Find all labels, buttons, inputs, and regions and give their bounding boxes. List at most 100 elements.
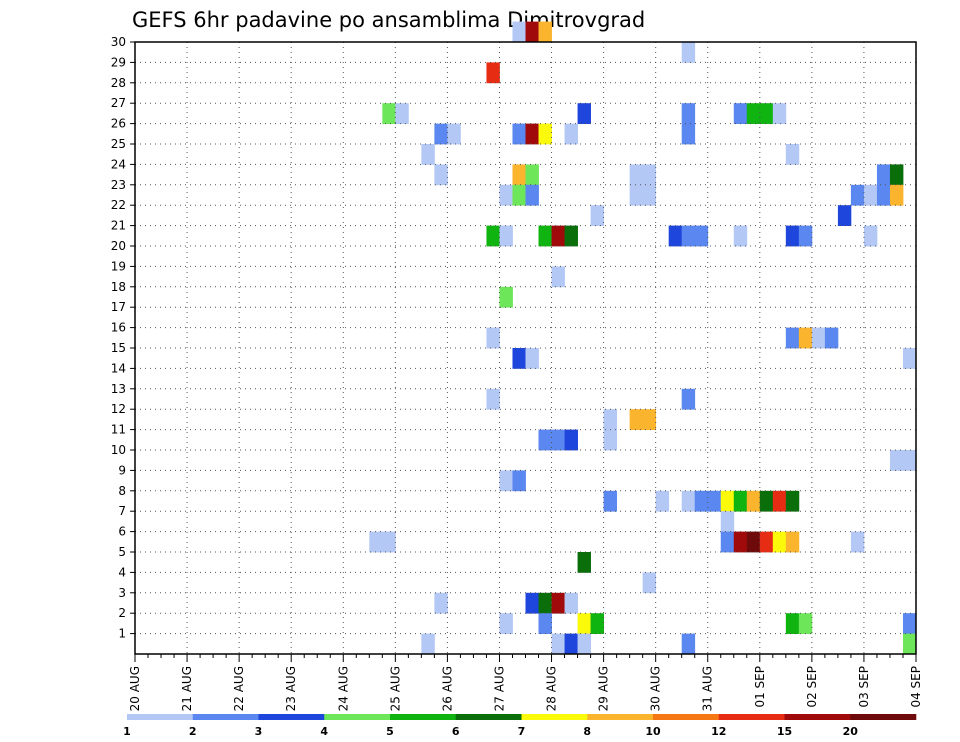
y-tick-label: 9	[118, 463, 126, 477]
heatmap-cell	[369, 531, 383, 553]
y-tick-label: 20	[111, 239, 126, 253]
heatmap-cell	[499, 613, 513, 634]
heatmap-cell	[382, 103, 396, 124]
heatmap-cell	[577, 613, 591, 634]
heatmap-cell	[512, 21, 526, 43]
heatmap-cell	[746, 103, 761, 124]
legend-label: 5	[386, 725, 394, 738]
heatmap-cell	[902, 450, 917, 471]
heatmap-cell	[785, 613, 800, 634]
heatmap-cell	[759, 103, 774, 124]
y-tick-label: 11	[111, 423, 126, 437]
heatmap-cells	[369, 21, 917, 655]
legend-swatch	[258, 714, 325, 720]
heatmap-cell	[850, 531, 865, 553]
y-tick-label: 5	[118, 545, 126, 559]
heatmap-cell	[681, 42, 696, 63]
heatmap-cell	[759, 490, 774, 512]
heatmap-cell	[382, 531, 396, 553]
x-tick-label: 29 AUG	[597, 666, 611, 711]
y-tick-label: 23	[111, 178, 126, 192]
heatmap-cell	[486, 388, 500, 410]
x-tick-label: 01 SEP	[753, 666, 767, 708]
y-tick-label: 18	[111, 280, 126, 294]
heatmap-cell	[707, 490, 722, 512]
legend-label: 12	[711, 725, 726, 738]
heatmap-cell	[863, 184, 878, 206]
heatmap-cell	[564, 592, 578, 614]
heatmap-cell	[512, 164, 526, 186]
legend-label: 20	[843, 725, 859, 738]
x-tick-label: 20 AUG	[128, 666, 142, 711]
heatmap-cell	[642, 164, 657, 186]
legend-swatch	[850, 714, 917, 720]
heatmap-cell	[850, 184, 865, 206]
heatmap-cell	[538, 613, 552, 634]
heatmap-cell	[746, 531, 761, 553]
x-tick-label: 02 SEP	[805, 666, 819, 708]
y-tick-label: 24	[111, 157, 126, 171]
heatmap-cell	[421, 144, 435, 165]
heatmap-cell	[577, 103, 591, 124]
heatmap-cell	[525, 592, 539, 614]
legend-label: 2	[189, 725, 197, 738]
heatmap-cell	[902, 633, 917, 655]
legend-label: 1	[123, 725, 131, 738]
heatmap-cell	[447, 123, 461, 145]
heatmap-cell	[434, 164, 448, 186]
grid	[135, 42, 916, 654]
heatmap-cell	[629, 409, 644, 430]
y-tick-label: 28	[111, 76, 126, 90]
heatmap-cell	[564, 429, 578, 451]
y-tick-label: 27	[111, 96, 126, 110]
heatmap-cell	[759, 531, 774, 553]
x-tick-label: 31 AUG	[701, 666, 715, 711]
legend-label: 8	[583, 725, 591, 738]
heatmap-cell	[798, 613, 813, 634]
heatmap-cell	[681, 490, 696, 512]
heatmap-cell	[772, 490, 787, 512]
heatmap-cell	[603, 490, 618, 512]
heatmap-cell	[499, 470, 513, 492]
heatmap-cell	[733, 490, 748, 512]
heatmap-cell	[538, 21, 552, 43]
x-tick-label: 24 AUG	[336, 666, 350, 711]
heatmap-cell	[655, 490, 670, 512]
heatmap-cell	[499, 184, 513, 206]
heatmap-cell	[733, 103, 748, 124]
heatmap-cell	[772, 531, 787, 553]
heatmap-cell	[395, 103, 409, 124]
heatmap-cell	[499, 286, 513, 308]
heatmap-cell	[798, 327, 813, 349]
heatmap-cell	[525, 184, 539, 206]
heatmap-cell	[590, 613, 604, 634]
heatmap-cell	[772, 103, 787, 124]
heatmap-cell	[512, 184, 526, 206]
heatmap-cell	[889, 450, 904, 471]
legend-swatch	[521, 714, 588, 720]
heatmap-cell	[486, 62, 500, 84]
heatmap-cell	[603, 429, 618, 451]
y-tick-label: 4	[118, 565, 126, 579]
heatmap-cell	[720, 511, 735, 532]
legend-label: 4	[320, 725, 328, 738]
legend-label: 3	[255, 725, 263, 738]
heatmap-cell	[694, 225, 709, 247]
y-tick-label: 30	[111, 35, 126, 49]
x-tick-label: 04 SEP	[909, 666, 923, 708]
heatmap-cell	[681, 633, 696, 655]
heatmap-cell	[499, 225, 513, 247]
y-tick-label: 21	[111, 219, 126, 233]
x-tick-label: 28 AUG	[545, 666, 559, 711]
heatmap-cell	[525, 21, 539, 43]
heatmap-cell	[668, 225, 683, 247]
y-tick-label: 6	[118, 525, 126, 539]
heatmap-cell	[785, 144, 800, 165]
legend-swatch	[653, 714, 720, 720]
heatmap-cell	[824, 327, 839, 349]
x-axis: 20 AUG 21 AUG 22 AUG 23 AUG 24 AUG 25 AUG 26 A…	[128, 654, 923, 711]
heatmap-cell	[811, 327, 826, 349]
heatmap-cell	[551, 266, 565, 288]
heatmap-cell	[512, 123, 526, 145]
